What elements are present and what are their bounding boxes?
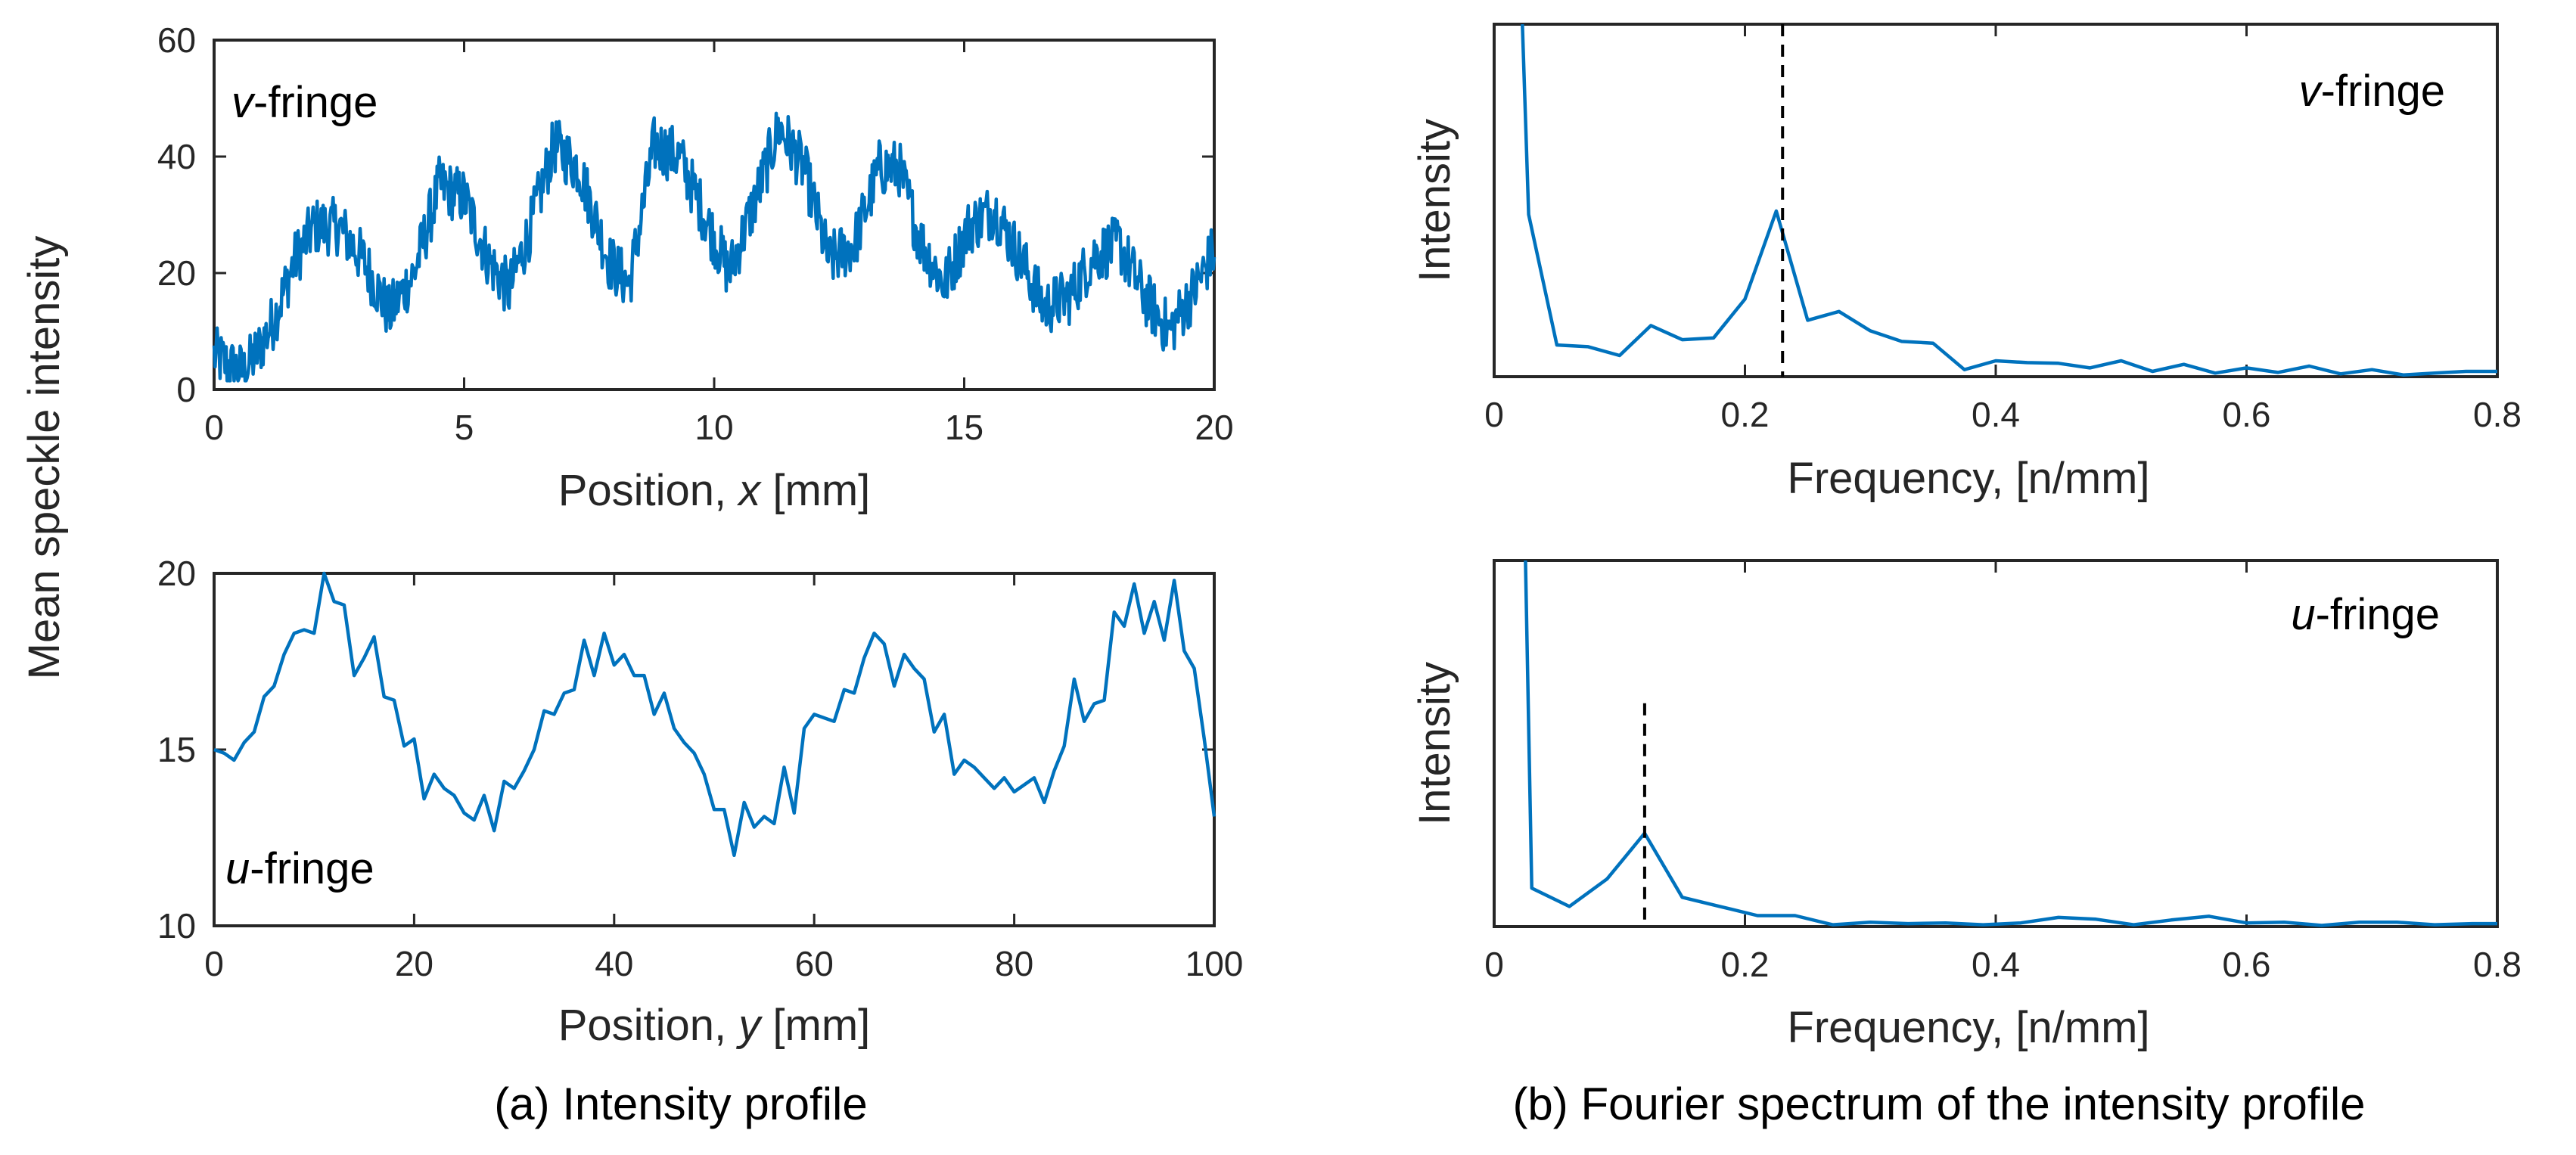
x-tick-label: 10: [694, 408, 733, 447]
y-tick-label: 20: [157, 554, 196, 593]
series-line: [212, 111, 1217, 383]
x-tick-label: 100: [1185, 944, 1244, 983]
series-line: [1521, 23, 2497, 377]
x-tick-label: 0.8: [2473, 395, 2522, 434]
x-tick-label: 0.4: [1972, 945, 2020, 984]
y-axis-label: Intensity: [1410, 119, 1459, 282]
x-tick-label: 40: [595, 944, 633, 983]
y-tick-label: 60: [157, 20, 196, 60]
plot-u-fringe-profile: 0 20 40 60 80 100 10 15 20 u-fringe Position, y …: [157, 554, 1244, 1050]
x-tick-label: 80: [995, 944, 1033, 983]
x-tick-label: 0: [1484, 395, 1504, 434]
x-tick-label: 0: [204, 408, 224, 447]
y-tick-label: 20: [157, 253, 196, 293]
caption-a: (a) Intensity profile: [494, 1079, 868, 1129]
inset-label: u-fringe: [225, 844, 374, 893]
inset-label: v-fringe: [2299, 67, 2445, 116]
y-tick-label: 10: [157, 906, 196, 945]
caption-b: (b) Fourier spectrum of the intensity pr…: [1512, 1079, 2365, 1129]
x-axis-label: Frequency, [n/mm]: [1787, 1003, 2149, 1052]
y-tick-label: 40: [157, 137, 196, 176]
x-tick-label: 0.8: [2473, 945, 2522, 984]
plot-u-fringe-spectrum: 0 0.2 0.4 0.6 0.8 u-fringe Intensity Frequen…: [1410, 559, 2522, 1052]
y-axis-label: Intensity: [1410, 662, 1459, 825]
x-tick-label: 0.6: [2223, 945, 2271, 984]
x-axis-label: Position, x [mm]: [558, 466, 871, 515]
x-tick-label: 0.6: [2223, 395, 2271, 434]
x-tick-label: 20: [395, 944, 433, 983]
x-axis-label: Position, y [mm]: [558, 1001, 871, 1050]
x-tick-label: 0.4: [1972, 395, 2020, 434]
inset-label: v-fringe: [231, 78, 378, 127]
common-ylabel: Mean speckle intensity: [20, 236, 69, 680]
plot-v-fringe-spectrum: 0 0.2 0.4 0.6 0.8 v-fringe Intensity Frequen…: [1410, 23, 2522, 503]
axis-ticks: 0 5 10 15 20 0 20 40 60: [157, 20, 1234, 447]
x-tick-label: 0: [1484, 945, 1504, 984]
x-tick-label: 20: [1195, 408, 1233, 447]
series-line: [213, 571, 1217, 858]
x-tick-label: 60: [795, 944, 834, 983]
axis-ticks: 0 0.2 0.4 0.6 0.8: [1484, 560, 2522, 984]
inset-label: u-fringe: [2291, 590, 2440, 639]
y-tick-label: 15: [157, 730, 196, 769]
series-line: [1524, 560, 2497, 927]
x-tick-label: 15: [945, 408, 983, 447]
axis-ticks: 0 0.2 0.4 0.6 0.8: [1484, 24, 2522, 434]
x-tick-label: 0.2: [1721, 945, 1770, 984]
plot-v-fringe-profile: 0 5 10 15 20 0 20 40 60 v-fringe Position, x [mm…: [157, 20, 1234, 515]
x-axis-label: Frequency, [n/mm]: [1787, 454, 2149, 503]
x-tick-label: 0.2: [1721, 395, 1770, 434]
x-tick-label: 5: [455, 408, 474, 447]
y-tick-label: 0: [176, 370, 196, 409]
x-tick-label: 0: [204, 944, 224, 983]
axis-ticks: 0 20 40 60 80 100 10 15 20: [157, 554, 1244, 983]
